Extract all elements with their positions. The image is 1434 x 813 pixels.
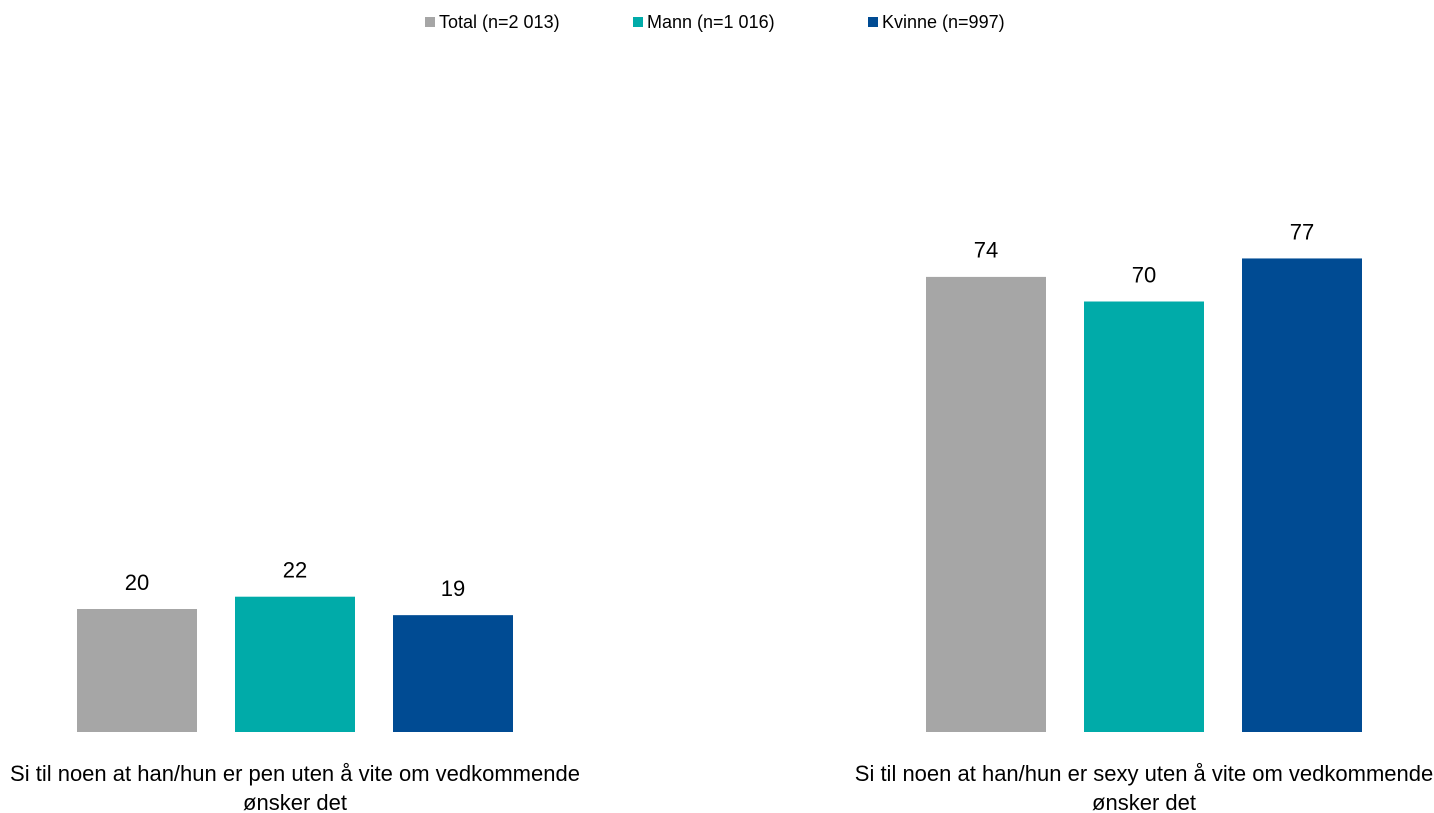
bar <box>235 596 355 732</box>
data-label: 19 <box>441 576 465 601</box>
bar <box>1084 301 1204 732</box>
legend-swatch <box>425 17 435 27</box>
legend-swatch <box>633 17 643 27</box>
data-label: 70 <box>1132 262 1156 287</box>
legend-label: Total (n=2 013) <box>439 12 560 32</box>
data-label: 22 <box>283 558 307 583</box>
data-label: 20 <box>125 570 149 595</box>
data-label: 77 <box>1290 219 1314 244</box>
data-label: 74 <box>974 238 998 263</box>
x-tick-label: Si til noen at han/hun er sexy uten å vi… <box>854 761 1434 813</box>
bar <box>926 276 1046 732</box>
legend-label: Kvinne (n=997) <box>882 12 1005 32</box>
bar <box>1242 258 1362 732</box>
bar <box>393 615 513 732</box>
bar <box>77 609 197 732</box>
legend-swatch <box>868 17 878 27</box>
legend-label: Mann (n=1 016) <box>647 12 775 32</box>
x-tick-label: Si til noen at han/hun er pen uten å vit… <box>10 761 580 813</box>
